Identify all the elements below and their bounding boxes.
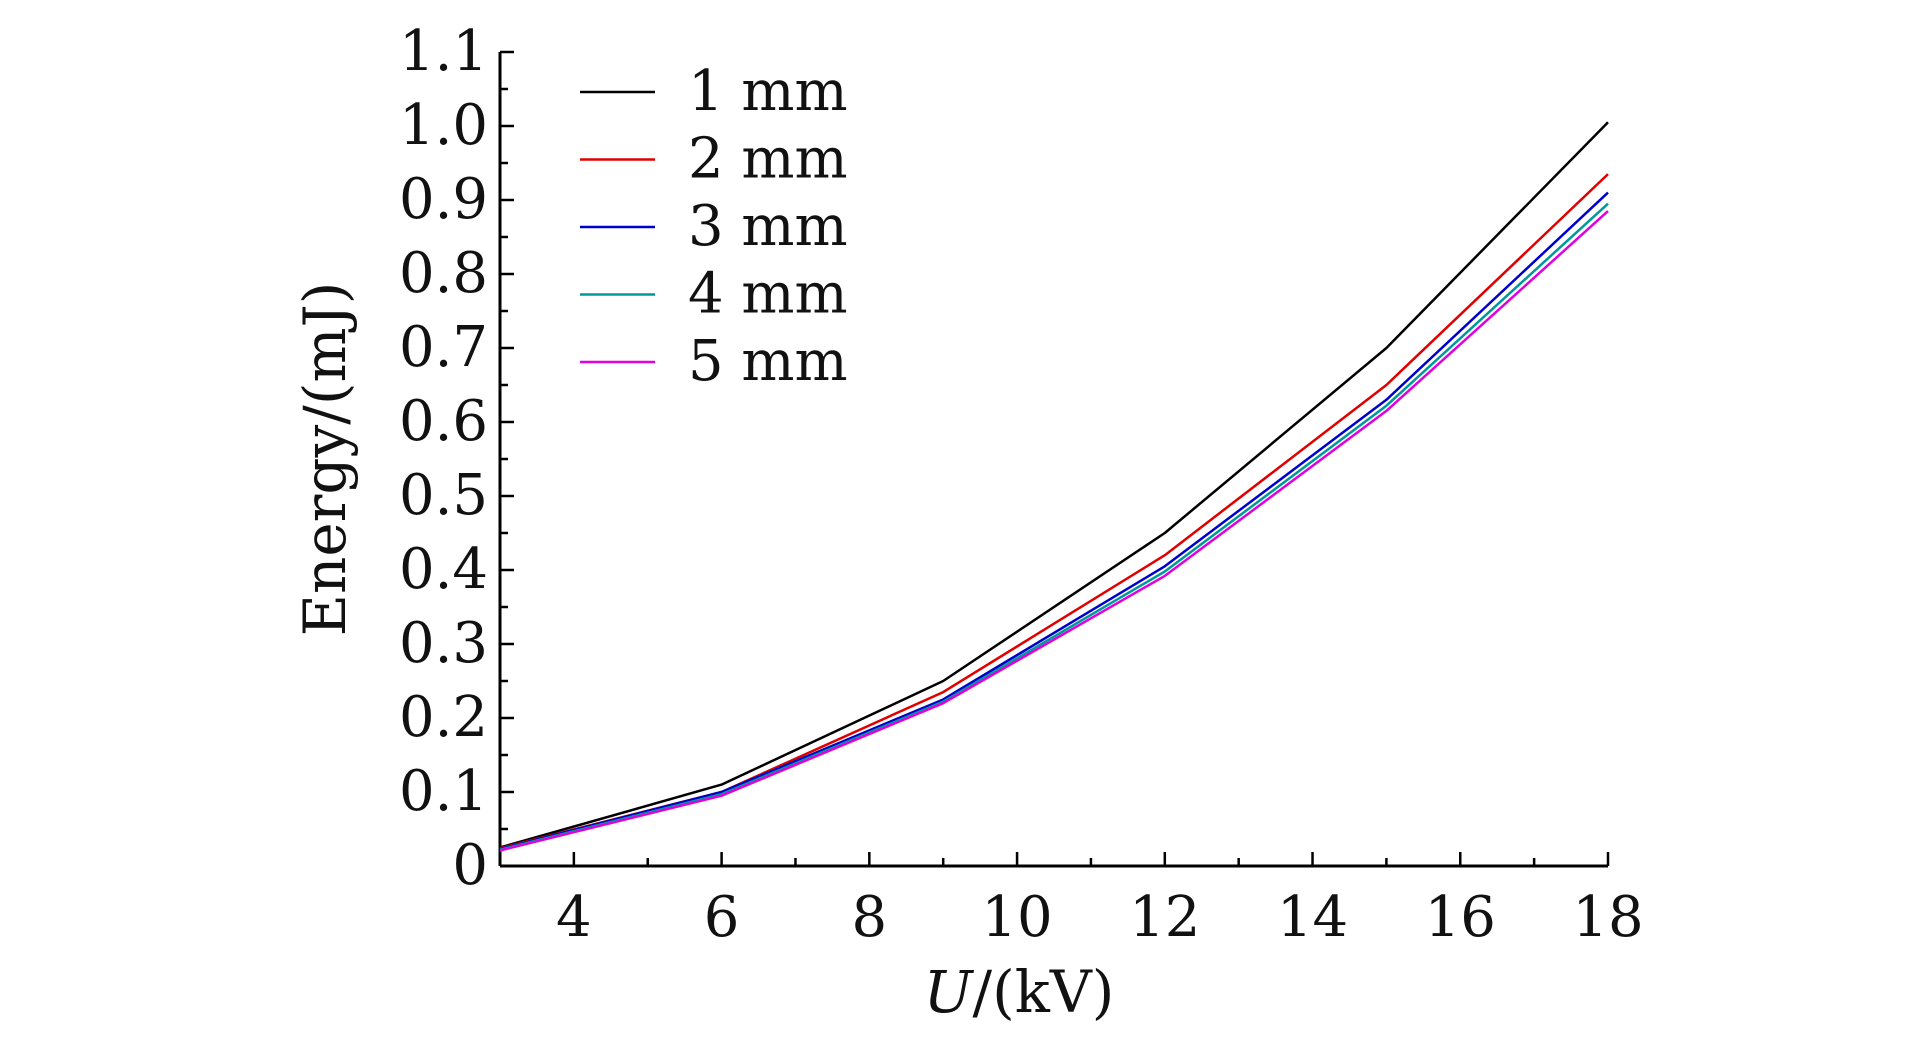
y-tick-label: 1.1	[399, 19, 488, 84]
y-tick-label: 0.7	[399, 315, 488, 380]
x-tick-label: 4	[556, 885, 592, 950]
legend-label-1: 1 mm	[688, 59, 848, 124]
y-tick-label: 0.6	[399, 389, 488, 454]
series-line-5	[499, 210, 1609, 852]
legend-label-5: 5 mm	[688, 329, 848, 394]
legend: 1 mm2 mm3 mm4 mm5 mm	[580, 59, 848, 394]
y-axis-label: Energy/(mJ)	[291, 282, 359, 637]
x-axis-label: U/(kV)	[924, 958, 1115, 1026]
y-tick-label: 0.1	[399, 759, 488, 824]
y-tick-label: 0	[452, 833, 488, 898]
x-tick-label: 12	[1129, 885, 1200, 950]
y-tick-label: 0.5	[399, 463, 488, 528]
legend-label-2: 2 mm	[688, 127, 848, 192]
x-axis-label-italic: U	[924, 958, 975, 1026]
y-tick-label: 0.8	[399, 241, 488, 306]
x-axis-label-rest: /(kV)	[973, 958, 1115, 1026]
y-tick-label: 0.4	[399, 537, 488, 602]
series-lines	[499, 121, 1609, 852]
x-tick-label: 18	[1572, 885, 1643, 950]
x-tick-label: 6	[704, 885, 740, 950]
legend-label-4: 4 mm	[688, 262, 848, 327]
x-tick-label: 10	[981, 885, 1052, 950]
y-tick-label: 1.0	[399, 93, 488, 158]
series-line-1	[499, 121, 1609, 849]
y-tick-label: 0.2	[399, 685, 488, 750]
series-line-4	[499, 202, 1609, 851]
series-line-3	[499, 191, 1609, 851]
x-tick-label: 16	[1425, 885, 1496, 950]
y-tick-label: 0.3	[399, 611, 488, 676]
x-tick-label: 14	[1277, 885, 1348, 950]
axes: 0 0.1 0.2 0.3 0.4 0.5 0.6 0.7 0.8 0.9 1.0 1.1 4 6 8 10 1…	[399, 19, 1644, 950]
series-line-2	[499, 173, 1609, 850]
x-tick-label: 8	[852, 885, 888, 950]
legend-label-3: 3 mm	[688, 194, 848, 259]
y-tick-label: 0.9	[399, 167, 488, 232]
